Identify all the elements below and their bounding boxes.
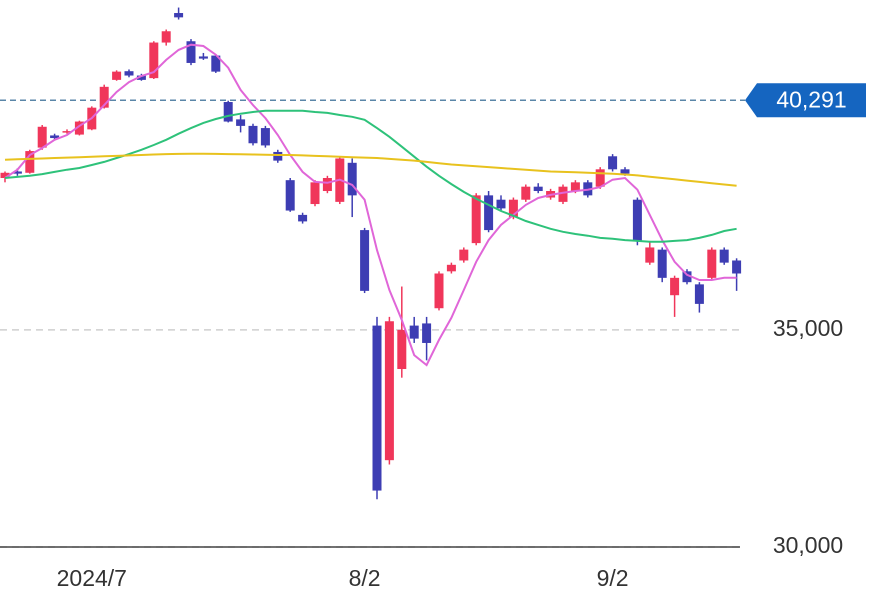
candle-body xyxy=(707,249,717,278)
candle-body xyxy=(112,71,122,80)
candle-body xyxy=(372,325,382,491)
candle-body xyxy=(236,119,246,126)
candle-body xyxy=(694,284,704,304)
candle-body xyxy=(434,273,444,309)
candle-body xyxy=(198,56,208,59)
candle-body xyxy=(620,169,630,174)
candle-body xyxy=(496,199,506,209)
candle-body xyxy=(347,162,357,196)
candle-body xyxy=(310,182,320,205)
candle-body xyxy=(124,71,134,76)
candle-body xyxy=(322,177,332,192)
candle-body xyxy=(732,260,742,274)
candle-body xyxy=(360,230,370,291)
candle-body xyxy=(446,264,456,272)
candle-body xyxy=(459,249,469,261)
candle-body xyxy=(595,169,605,187)
candle-body xyxy=(136,75,146,80)
candle-body xyxy=(570,182,580,192)
price-label: 40,291 xyxy=(776,86,846,112)
candle-body xyxy=(99,86,109,108)
candle-body xyxy=(174,13,184,18)
candle-body xyxy=(682,271,692,283)
y-tick-label: 35,000 xyxy=(773,315,843,341)
ma-line xyxy=(4,152,737,187)
candle-body xyxy=(37,126,47,148)
candle-body xyxy=(608,156,618,170)
candle-body xyxy=(149,42,159,79)
x-tick-label: 8/2 xyxy=(349,565,381,591)
x-tick-label: 9/2 xyxy=(597,565,629,591)
candle-body xyxy=(409,325,419,339)
candle-body xyxy=(285,180,295,211)
candle-body xyxy=(12,171,22,174)
candle-body xyxy=(657,249,667,278)
candle-body xyxy=(248,125,258,144)
candle-body xyxy=(25,151,35,173)
candle-body xyxy=(719,249,729,263)
candle-body xyxy=(397,329,407,370)
candle-body xyxy=(186,41,196,63)
candle-body xyxy=(533,186,543,192)
candle-body xyxy=(161,31,171,43)
candle-body xyxy=(298,214,308,222)
candle-body xyxy=(484,195,494,231)
ma-line xyxy=(4,43,737,367)
candle-body xyxy=(645,247,655,263)
candle-body xyxy=(74,121,84,135)
candle-body xyxy=(211,55,221,72)
candle-body xyxy=(62,131,72,133)
candle-body xyxy=(521,186,531,200)
candle-body xyxy=(508,199,518,218)
candle-body xyxy=(471,195,481,244)
y-tick-label: 30,000 xyxy=(773,532,843,558)
candle-body xyxy=(260,128,270,146)
candle-body xyxy=(0,172,10,178)
candle-body xyxy=(384,321,394,461)
price-badge xyxy=(745,83,866,118)
x-tick-label: 2024/7 xyxy=(57,565,127,591)
candle-body xyxy=(670,277,680,296)
candle-body xyxy=(632,199,642,241)
candle-body xyxy=(273,151,283,161)
candle-body xyxy=(50,135,60,139)
candle-body xyxy=(558,186,568,202)
candle-body xyxy=(223,102,233,122)
candle-body xyxy=(422,323,432,343)
